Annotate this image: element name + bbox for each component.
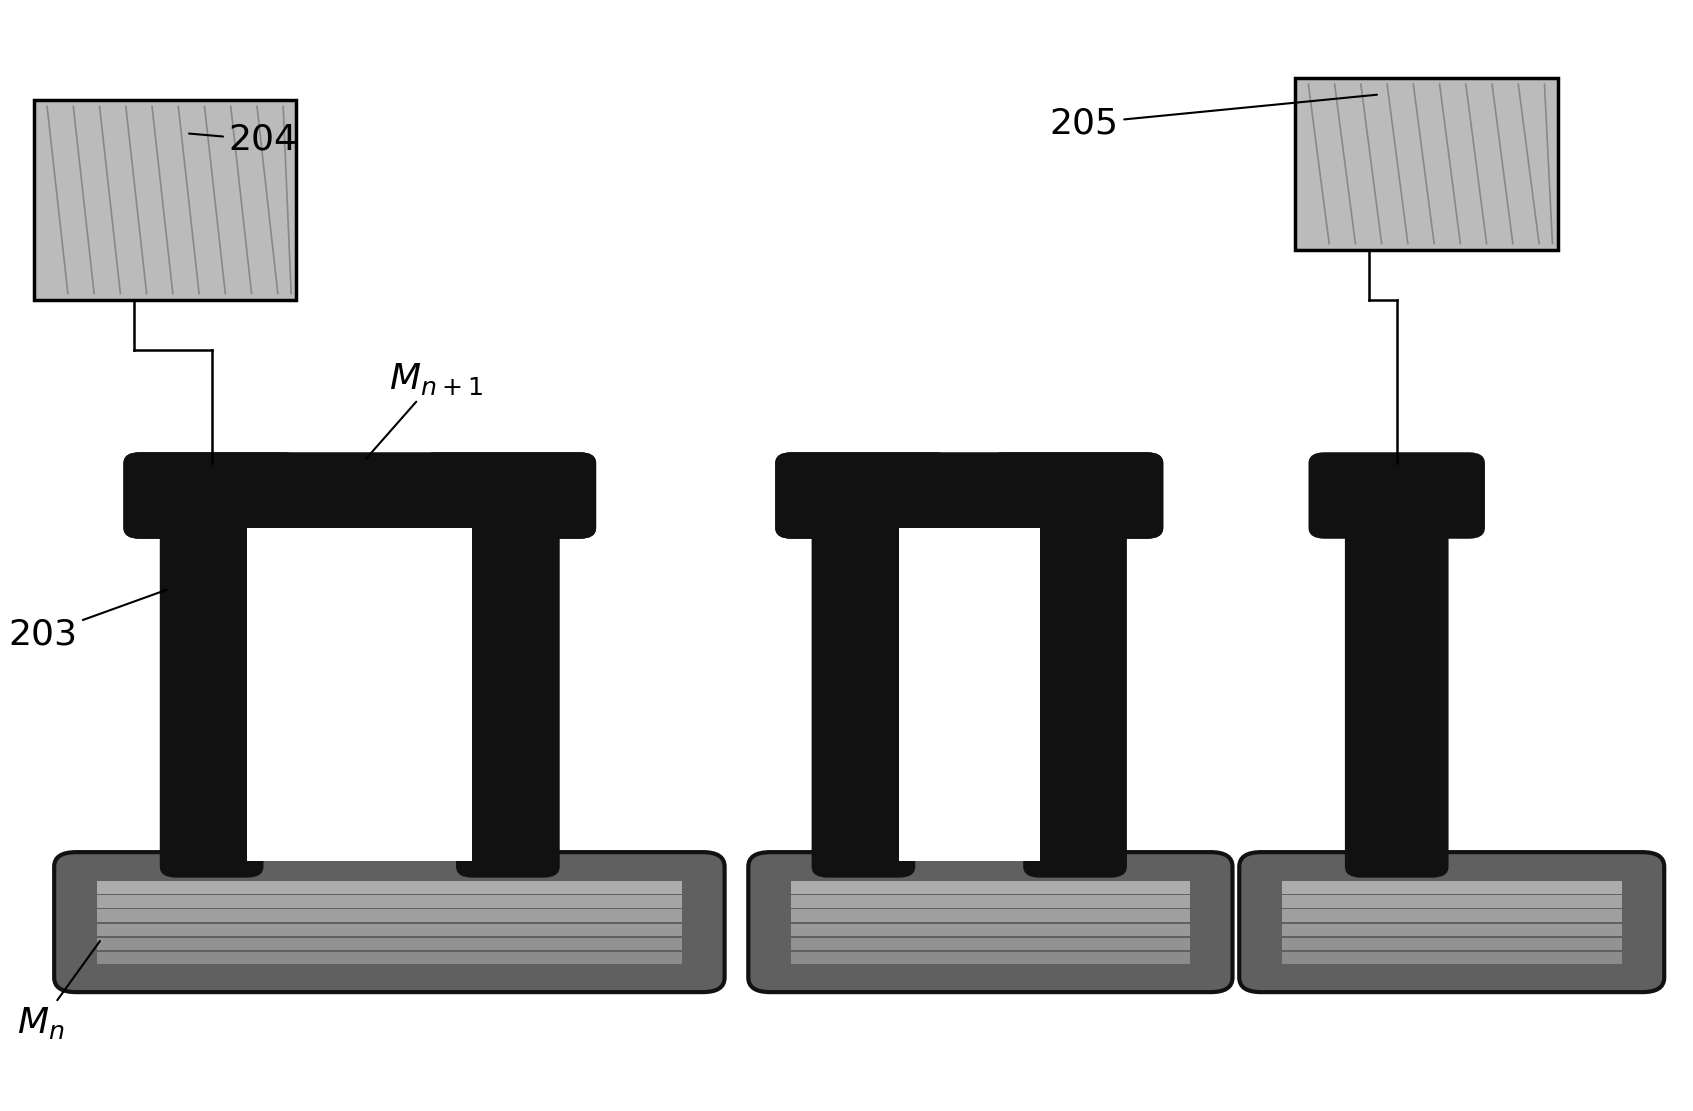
Bar: [1282, 938, 1622, 950]
FancyBboxPatch shape: [457, 518, 559, 877]
FancyBboxPatch shape: [813, 518, 914, 877]
Bar: [791, 923, 1190, 937]
Bar: [791, 938, 1190, 950]
Bar: [1282, 923, 1622, 937]
FancyBboxPatch shape: [420, 453, 596, 538]
Bar: [97, 895, 682, 908]
FancyBboxPatch shape: [125, 453, 596, 538]
Bar: [899, 528, 1040, 861]
Bar: [247, 528, 472, 861]
FancyBboxPatch shape: [775, 453, 951, 538]
FancyBboxPatch shape: [1346, 518, 1448, 877]
FancyBboxPatch shape: [54, 852, 725, 992]
FancyBboxPatch shape: [161, 518, 262, 877]
Text: $M_n$: $M_n$: [17, 941, 100, 1041]
Bar: [791, 910, 1190, 922]
Bar: [97, 881, 682, 894]
FancyBboxPatch shape: [748, 852, 1233, 992]
Bar: [97, 938, 682, 950]
FancyBboxPatch shape: [775, 453, 1161, 538]
Text: 203: 203: [8, 590, 166, 651]
Text: $M_{n+1}$: $M_{n+1}$: [366, 361, 484, 459]
Bar: [97, 910, 682, 922]
Bar: [791, 881, 1190, 894]
FancyBboxPatch shape: [125, 453, 298, 538]
Text: 204: 204: [190, 123, 298, 157]
Bar: [97, 923, 682, 937]
FancyBboxPatch shape: [1310, 453, 1483, 538]
Bar: [1282, 895, 1622, 908]
Bar: [791, 895, 1190, 908]
Bar: [97, 952, 682, 964]
Bar: [1295, 78, 1558, 250]
Bar: [1282, 952, 1622, 964]
FancyBboxPatch shape: [1024, 518, 1126, 877]
Bar: [791, 952, 1190, 964]
Bar: [1282, 881, 1622, 894]
Text: 205: 205: [1050, 94, 1376, 140]
Bar: [1282, 910, 1622, 922]
FancyBboxPatch shape: [989, 453, 1161, 538]
Bar: [34, 100, 296, 300]
FancyBboxPatch shape: [1239, 852, 1664, 992]
